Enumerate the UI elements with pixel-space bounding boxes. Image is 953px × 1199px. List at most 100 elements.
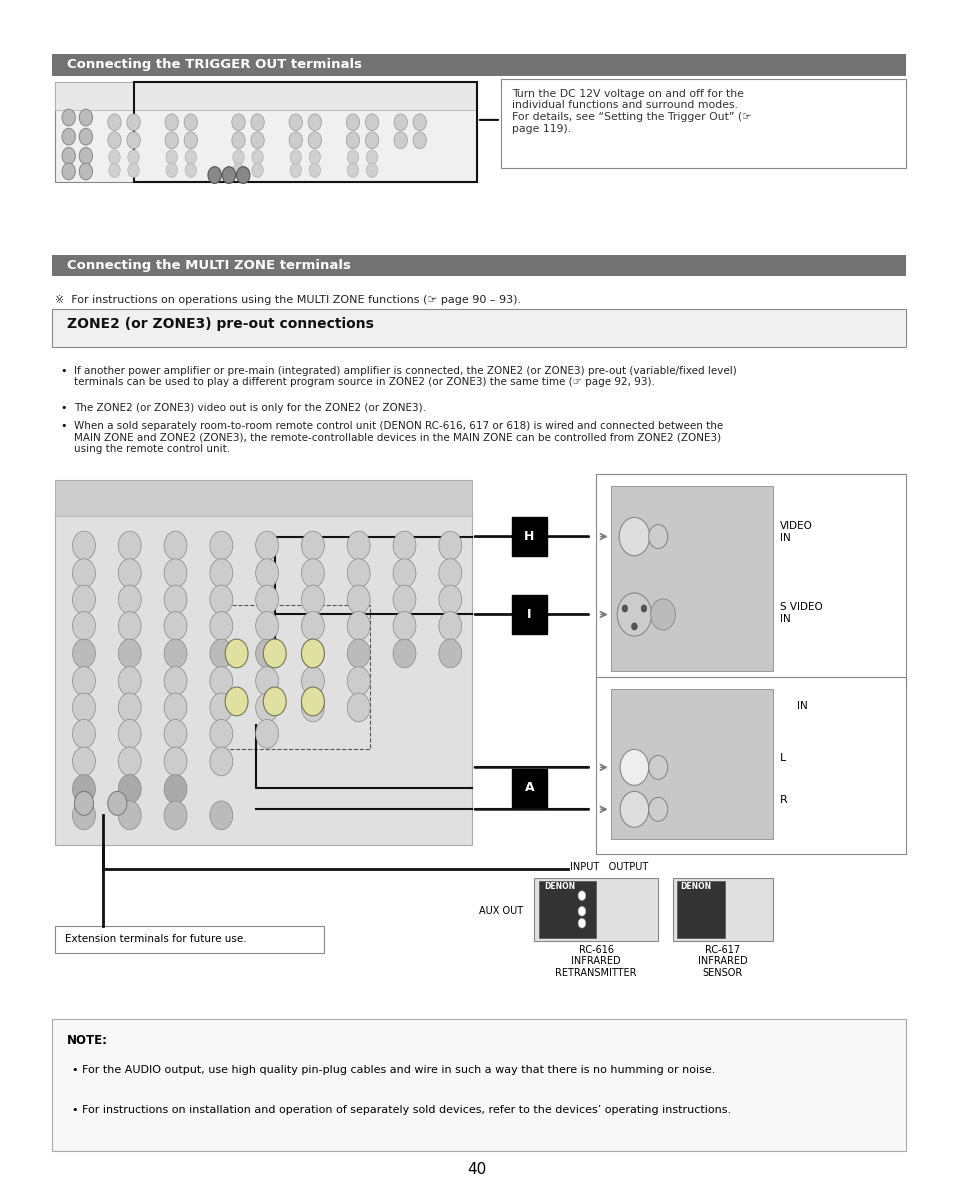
Text: H: H	[524, 530, 534, 543]
Circle shape	[108, 114, 121, 131]
Circle shape	[618, 518, 649, 556]
Bar	[284, 487, 317, 513]
Bar	[217, 605, 370, 749]
Text: •: •	[60, 366, 67, 375]
Circle shape	[301, 531, 324, 560]
Circle shape	[108, 132, 121, 149]
Circle shape	[301, 667, 324, 695]
Circle shape	[62, 128, 75, 145]
Circle shape	[164, 639, 187, 668]
Bar	[355, 487, 389, 513]
Circle shape	[640, 605, 646, 613]
Bar	[534, 878, 658, 941]
Circle shape	[347, 639, 370, 668]
Circle shape	[393, 531, 416, 560]
Circle shape	[393, 585, 416, 614]
Text: A: A	[524, 782, 534, 794]
Circle shape	[118, 801, 141, 830]
Circle shape	[301, 693, 324, 722]
Circle shape	[164, 531, 187, 560]
Circle shape	[118, 775, 141, 803]
Circle shape	[184, 132, 197, 149]
Circle shape	[210, 559, 233, 588]
Circle shape	[164, 559, 187, 588]
Circle shape	[438, 611, 461, 640]
Bar	[55, 82, 476, 110]
Circle shape	[251, 114, 264, 131]
Text: AUX OUT: AUX OUT	[478, 906, 522, 916]
Circle shape	[72, 585, 95, 614]
Text: S VIDEO
IN: S VIDEO IN	[780, 603, 822, 625]
Circle shape	[184, 114, 197, 131]
Circle shape	[255, 667, 278, 695]
Circle shape	[72, 531, 95, 560]
Circle shape	[393, 639, 416, 668]
Circle shape	[301, 585, 324, 614]
Circle shape	[185, 150, 196, 164]
Circle shape	[118, 611, 141, 640]
Circle shape	[648, 755, 667, 779]
Circle shape	[255, 719, 278, 748]
Circle shape	[72, 693, 95, 722]
Bar	[208, 809, 294, 839]
Circle shape	[72, 559, 95, 588]
Circle shape	[413, 114, 426, 131]
Bar	[596, 677, 905, 854]
Circle shape	[308, 132, 321, 149]
Circle shape	[309, 150, 320, 164]
Circle shape	[72, 639, 95, 668]
Circle shape	[164, 611, 187, 640]
Circle shape	[393, 611, 416, 640]
Circle shape	[128, 150, 139, 164]
Text: I: I	[527, 608, 531, 621]
Bar	[610, 689, 772, 839]
Circle shape	[365, 114, 378, 131]
Circle shape	[347, 693, 370, 722]
Circle shape	[347, 585, 370, 614]
Bar	[70, 487, 103, 513]
Circle shape	[79, 128, 92, 145]
Circle shape	[72, 775, 95, 803]
Circle shape	[438, 585, 461, 614]
Circle shape	[108, 791, 127, 815]
Circle shape	[118, 585, 141, 614]
Circle shape	[289, 132, 302, 149]
Circle shape	[62, 163, 75, 180]
Circle shape	[347, 667, 370, 695]
Text: VIDEO
IN: VIDEO IN	[780, 522, 812, 543]
Text: If another power amplifier or pre-main (integrated) amplifier is connected, the : If another power amplifier or pre-main (…	[74, 366, 737, 387]
Circle shape	[210, 611, 233, 640]
Circle shape	[233, 163, 244, 177]
Circle shape	[255, 531, 278, 560]
Circle shape	[164, 693, 187, 722]
Circle shape	[233, 150, 244, 164]
Text: The ZONE2 (or ZONE3) video out is only for the ZONE2 (or ZONE3).: The ZONE2 (or ZONE3) video out is only f…	[74, 403, 426, 412]
Circle shape	[309, 163, 320, 177]
Text: DENON: DENON	[679, 882, 711, 892]
Circle shape	[255, 639, 278, 668]
Text: • For the AUDIO output, use high quality pin-plug cables and wire in such a way : • For the AUDIO output, use high quality…	[71, 1065, 714, 1074]
Circle shape	[301, 559, 324, 588]
Circle shape	[252, 163, 263, 177]
Circle shape	[210, 747, 233, 776]
Circle shape	[109, 150, 120, 164]
Circle shape	[72, 611, 95, 640]
Circle shape	[232, 114, 245, 131]
Circle shape	[165, 132, 178, 149]
Circle shape	[365, 132, 378, 149]
Circle shape	[255, 559, 278, 588]
Text: •: •	[60, 421, 67, 430]
Circle shape	[166, 163, 177, 177]
Bar	[213, 487, 246, 513]
Bar	[672, 878, 772, 941]
Circle shape	[301, 639, 324, 668]
Circle shape	[347, 531, 370, 560]
Circle shape	[232, 132, 245, 149]
Circle shape	[619, 791, 648, 827]
Circle shape	[255, 611, 278, 640]
Circle shape	[347, 163, 358, 177]
Circle shape	[438, 559, 461, 588]
Bar	[52, 1019, 905, 1151]
Circle shape	[252, 150, 263, 164]
Circle shape	[289, 114, 302, 131]
